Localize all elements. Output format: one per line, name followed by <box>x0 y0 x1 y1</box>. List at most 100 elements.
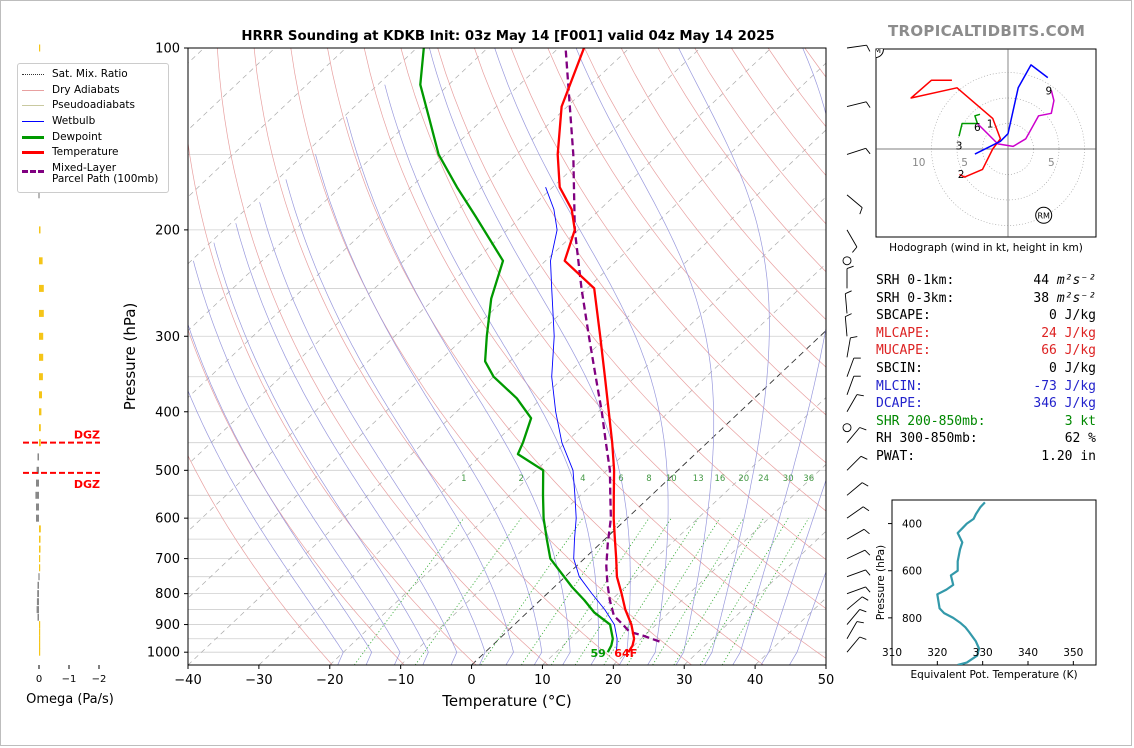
theta-e-x-tick-label: 340 <box>1018 647 1038 659</box>
wind-barb-shaft <box>846 636 861 653</box>
omega-tick-label: −1 <box>62 674 77 685</box>
mixing-ratio-line <box>574 517 672 665</box>
wind-barb-shaft <box>846 549 866 560</box>
moist-adiabat <box>188 323 373 665</box>
wind-barb-shaft <box>846 44 867 49</box>
x-tick-label: −40 <box>174 673 201 688</box>
hodograph: 10 5 5 1 2 36 9 LM RM Hodograph (wind in kt, heig… <box>870 46 1097 254</box>
wind-barb-shaft <box>846 621 858 639</box>
hodograph-ring-label: 10 <box>912 157 925 169</box>
omega-bar <box>39 257 43 265</box>
index-unit: m²s⁻² <box>1056 290 1096 306</box>
omega-bar <box>39 332 44 340</box>
wind-barb-shaft <box>846 357 855 377</box>
omega-bar <box>39 642 41 650</box>
wind-barbs <box>842 44 871 653</box>
omega-bar <box>39 555 41 563</box>
legend-swatch <box>22 135 44 139</box>
omega-tick-label: 0 <box>36 674 42 685</box>
mixing-ratio-label: 6 <box>618 474 623 484</box>
isotherm-line <box>188 48 559 398</box>
skew-t-frame <box>187 47 827 666</box>
dry-adiabat <box>547 48 826 416</box>
dry-adiabat <box>510 48 826 464</box>
hodograph-ring-label: 5 <box>961 157 968 169</box>
x-tick-label: 50 <box>818 673 835 688</box>
mixing-ratio-label: 30 <box>783 474 794 484</box>
storm-motion-label: LM <box>870 46 881 55</box>
theta-e-x-tick-label: 320 <box>927 647 947 659</box>
mixing-ratio-label: 1 <box>461 474 466 484</box>
moist-adiabat <box>285 179 514 665</box>
wind-barb-flag <box>863 528 870 535</box>
x-tick-label: 40 <box>747 673 764 688</box>
legend-item-temperature: Temperature <box>22 145 164 161</box>
index-label: SBCIN: <box>876 360 923 376</box>
wind-barb-flag <box>861 596 869 601</box>
omega-bar <box>39 408 42 416</box>
omega-bar <box>39 373 43 381</box>
hodograph-frame <box>875 48 1097 238</box>
wind-barb-shaft <box>846 506 864 519</box>
skew-t-lines <box>419 48 660 653</box>
isotherm-line <box>188 48 630 465</box>
legend-swatch <box>22 74 44 76</box>
isotherm-line <box>188 48 701 532</box>
hodograph-ring-label: 5 <box>1048 157 1055 169</box>
chart-title: HRRR Sounding at KDKB Init: 03z May 14 [… <box>241 29 774 44</box>
index-label: PWAT: <box>876 448 916 464</box>
wind-barb-flag <box>861 482 869 487</box>
index-label: RH 300-850mb: <box>876 431 978 447</box>
index-row: SRH 0-3km: 38 m²s⁻² <box>876 290 1096 308</box>
hodograph-height-label: 1 <box>987 119 994 131</box>
wind-barb-flag <box>865 101 871 108</box>
dry-adiabat <box>188 140 477 665</box>
parcel-line <box>564 48 660 643</box>
omega-bar <box>36 606 39 614</box>
legend-item-wetbulb: Wetbulb <box>22 114 164 130</box>
mixing-ratio-line <box>521 517 622 665</box>
legend-label: Dry Adiabats <box>52 83 120 96</box>
legend-item-dry: Dry Adiabats <box>22 83 164 99</box>
legend-swatch <box>22 151 44 155</box>
mixing-ratio-label: 4 <box>580 474 585 484</box>
moist-adiabat <box>494 48 669 665</box>
omega-bar <box>39 439 41 447</box>
index-label: SRH 0-3km: <box>876 290 955 306</box>
hodograph-trace <box>910 79 1002 178</box>
omega-bar <box>39 535 41 543</box>
mixing-ratio-label: 2 <box>518 474 523 484</box>
omega-bar <box>37 581 39 589</box>
index-label: SBCAPE: <box>876 308 931 324</box>
mixing-ratio-line <box>550 517 650 665</box>
legend-label: Wetbulb <box>52 115 96 128</box>
wind-barb-shaft <box>846 596 863 610</box>
index-value: 24 J/kg <box>1041 325 1096 341</box>
index-label: MLCAPE: <box>876 325 931 341</box>
omega-bar <box>39 309 44 317</box>
omega-panel: 0 −1 −2 Omega (Pa/s) DGZ DGZ <box>23 44 114 707</box>
dry-adiabat <box>188 454 333 665</box>
legend-item-pseudo: Pseudoadiabats <box>22 98 164 114</box>
legend: Sat. Mix. Ratio Dry Adiabats Pseudoadiabat… <box>17 63 169 193</box>
legend-label: Sat. Mix. Ratio <box>52 68 128 81</box>
omega-bar <box>39 424 41 432</box>
wind-barb-flag <box>865 586 871 593</box>
wind-barb-shaft <box>846 427 861 443</box>
omega-bar <box>37 613 39 621</box>
legend-label: Mixed-Layer Parcel Path (100mb) <box>52 161 159 185</box>
moist-adiabat <box>384 84 599 665</box>
omega-axis-label: Omega (Pa/s) <box>26 692 114 707</box>
storm-motion-marker <box>1035 206 1053 224</box>
isotherm-line <box>188 48 417 265</box>
index-value: 346 J/kg <box>1033 396 1096 412</box>
wind-barb-shaft <box>846 147 866 155</box>
y-tick-label: 200 <box>155 223 180 238</box>
wind-barb-flag <box>862 506 870 512</box>
surface-temperature-label: 64F <box>614 647 637 660</box>
isotherm-line <box>258 129 826 665</box>
legend-label: Temperature <box>52 146 119 159</box>
wind-barb-flag <box>852 246 858 253</box>
index-row: SHR 200-850mb: 3 kt <box>876 413 1096 431</box>
